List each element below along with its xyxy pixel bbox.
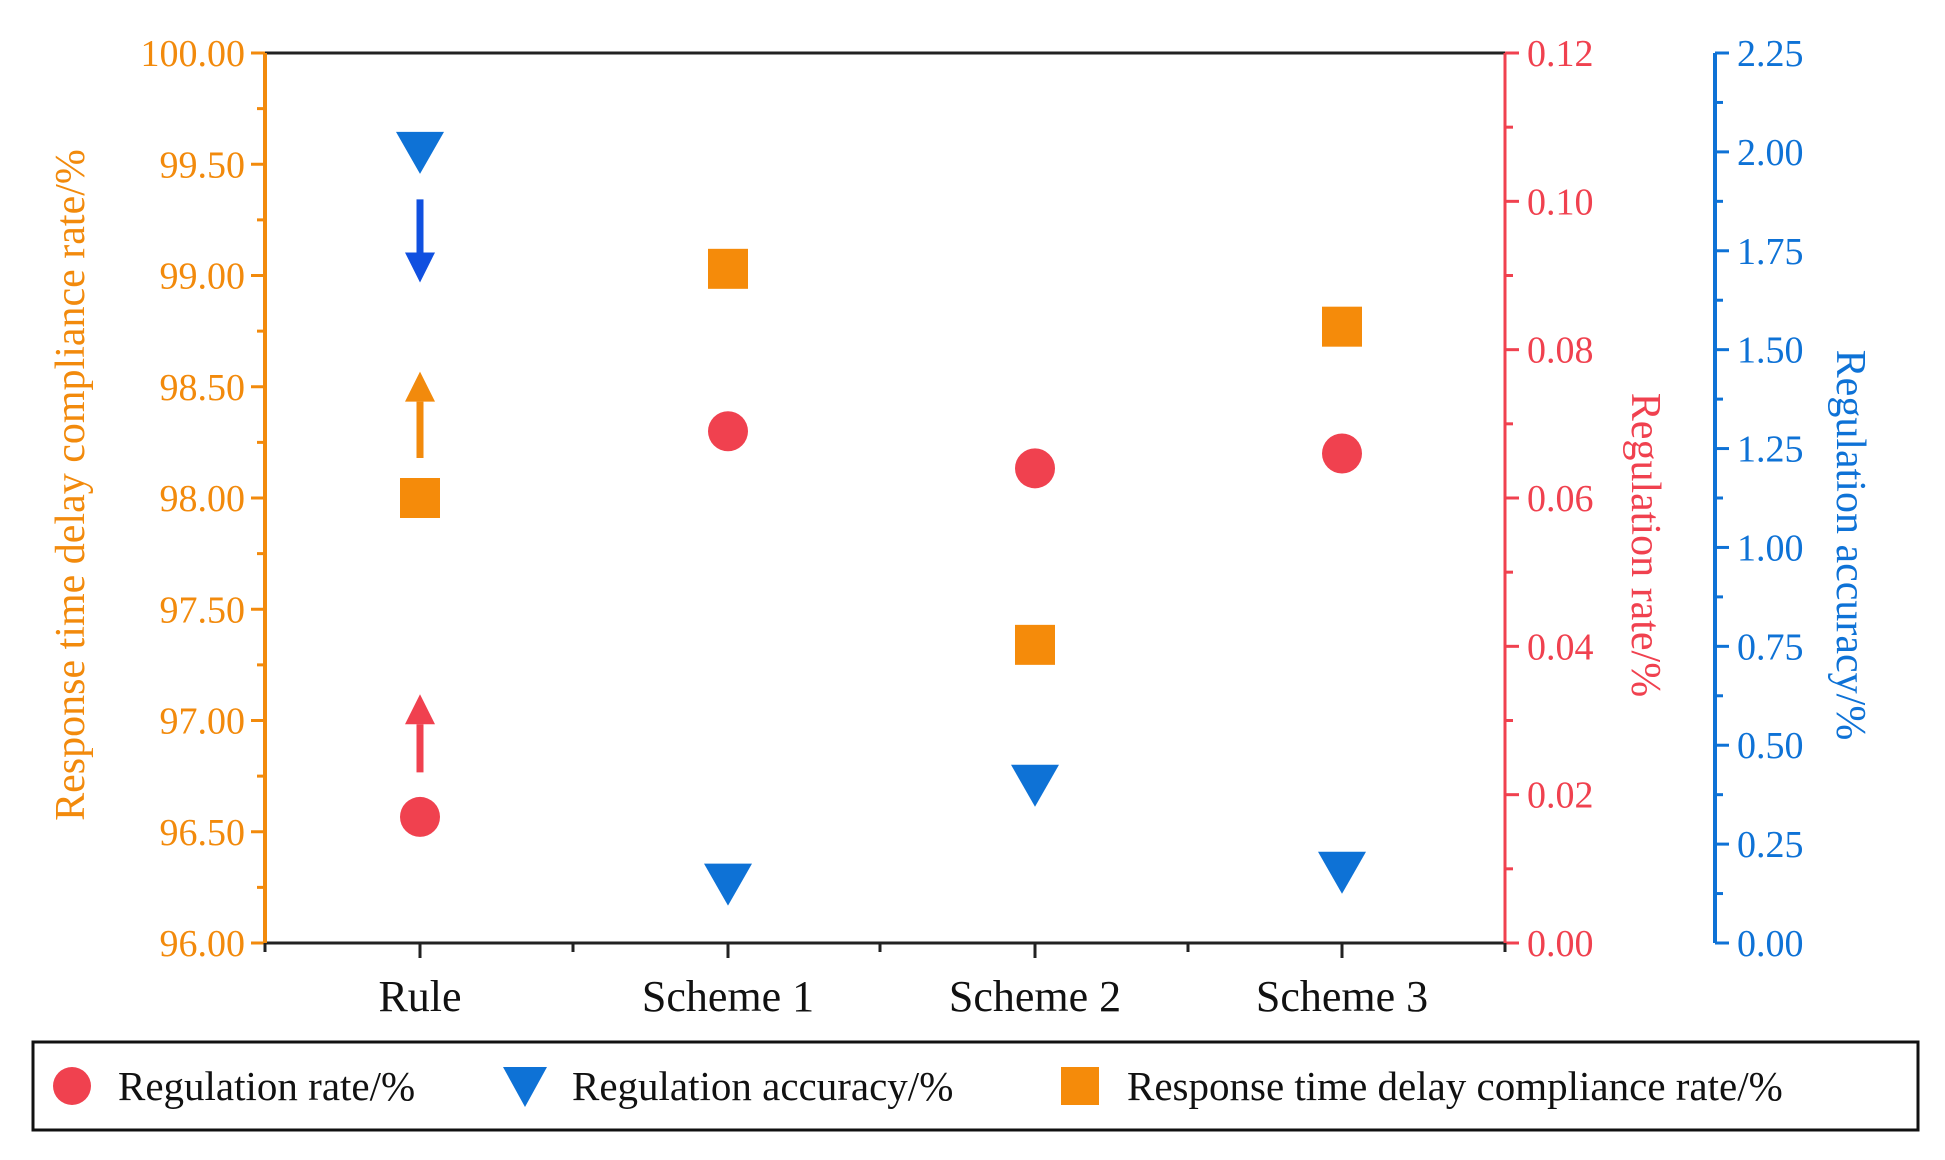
right-outer-tick-label: 2.00 bbox=[1737, 132, 1804, 174]
legend: Regulation rate/% Regulation accuracy/% … bbox=[31, 1040, 1920, 1132]
left-axis-title: Response time delay compliance rate/% bbox=[48, 149, 94, 821]
left-tick-label: 98.00 bbox=[160, 478, 246, 520]
right-outer-axis-title: Regulation accuracy/% bbox=[1827, 350, 1873, 741]
plot-frame bbox=[263, 51, 1717, 945]
legend-circle-icon bbox=[53, 1067, 91, 1105]
left-tick-label: 96.50 bbox=[160, 812, 246, 854]
regulation-rate-point bbox=[400, 796, 440, 837]
left-tick-label: 98.50 bbox=[160, 367, 246, 409]
legend-label-regulation-rate: Regulation rate/% bbox=[118, 1063, 415, 1109]
regulation-accuracy-point bbox=[1318, 851, 1366, 894]
left-tick-label: 99.50 bbox=[160, 144, 246, 186]
left-tick-label: 97.00 bbox=[160, 701, 246, 743]
left-tick-label: 97.50 bbox=[160, 589, 246, 631]
regulation-rate-point bbox=[1015, 448, 1055, 489]
right-outer-tick-label: 0.25 bbox=[1737, 824, 1804, 866]
left-tick-label: 96.00 bbox=[160, 923, 246, 965]
legend-label-regulation-accuracy: Regulation accuracy/% bbox=[572, 1063, 953, 1109]
right-inner-tick-label: 0.00 bbox=[1527, 923, 1594, 965]
x-category-label: Scheme 3 bbox=[1256, 972, 1428, 1021]
right-outer-tick-label: 1.50 bbox=[1737, 330, 1804, 372]
arrow-up-head bbox=[405, 371, 435, 402]
right-outer-tick-label: 1.00 bbox=[1737, 527, 1804, 569]
right-outer-tick-label: 0.75 bbox=[1737, 626, 1804, 668]
arrow-up-head bbox=[405, 694, 435, 725]
x-category-label: Scheme 1 bbox=[642, 972, 814, 1021]
regulation-rate-point bbox=[1322, 433, 1362, 474]
regulation-accuracy-point bbox=[704, 863, 752, 906]
annotation-arrows bbox=[405, 199, 435, 773]
response-time-point bbox=[1015, 624, 1055, 665]
right-outer-tick-label: 1.25 bbox=[1737, 429, 1804, 471]
right-outer-tick-label: 0.50 bbox=[1737, 725, 1804, 767]
right-inner-tick-label: 0.06 bbox=[1527, 478, 1594, 520]
arrow-down-head bbox=[405, 252, 435, 283]
left-tick-label: 100.00 bbox=[141, 33, 246, 75]
right-inner-tick-label: 0.10 bbox=[1527, 181, 1594, 223]
right-inner-tick-label: 0.02 bbox=[1527, 775, 1594, 817]
left-tick-label: 99.00 bbox=[160, 256, 246, 298]
axis-ticks bbox=[251, 51, 1729, 958]
response-time-point bbox=[1322, 306, 1362, 347]
right-inner-tick-label: 0.08 bbox=[1527, 330, 1594, 372]
right-inner-axis-title: Regulation rate/% bbox=[1622, 393, 1668, 697]
legend-square-icon bbox=[1061, 1067, 1099, 1105]
x-category-label: Rule bbox=[378, 972, 461, 1021]
legend-label-response-time: Response time delay compliance rate/% bbox=[1127, 1063, 1783, 1109]
regulation-rate-point bbox=[708, 411, 748, 452]
right-inner-tick-label: 0.12 bbox=[1527, 33, 1594, 75]
right-outer-tick-label: 1.75 bbox=[1737, 231, 1804, 273]
legend-frame bbox=[31, 1040, 1920, 1132]
x-category-label: Scheme 2 bbox=[949, 972, 1121, 1021]
response-time-point bbox=[708, 248, 748, 289]
right-outer-tick-label: 0.00 bbox=[1737, 923, 1804, 965]
regulation-accuracy-point bbox=[1011, 764, 1059, 807]
response-time-point bbox=[400, 478, 440, 518]
tick-labels: 96.00 96.50 97.00 97.50 98.00 98.50 99.00 99.50… bbox=[141, 33, 1804, 1021]
regulation-accuracy-point bbox=[396, 131, 444, 174]
right-inner-tick-label: 0.04 bbox=[1527, 626, 1594, 668]
legend-triangle-icon bbox=[503, 1067, 547, 1107]
data-marks bbox=[396, 131, 1366, 906]
right-outer-tick-label: 2.25 bbox=[1737, 33, 1804, 75]
